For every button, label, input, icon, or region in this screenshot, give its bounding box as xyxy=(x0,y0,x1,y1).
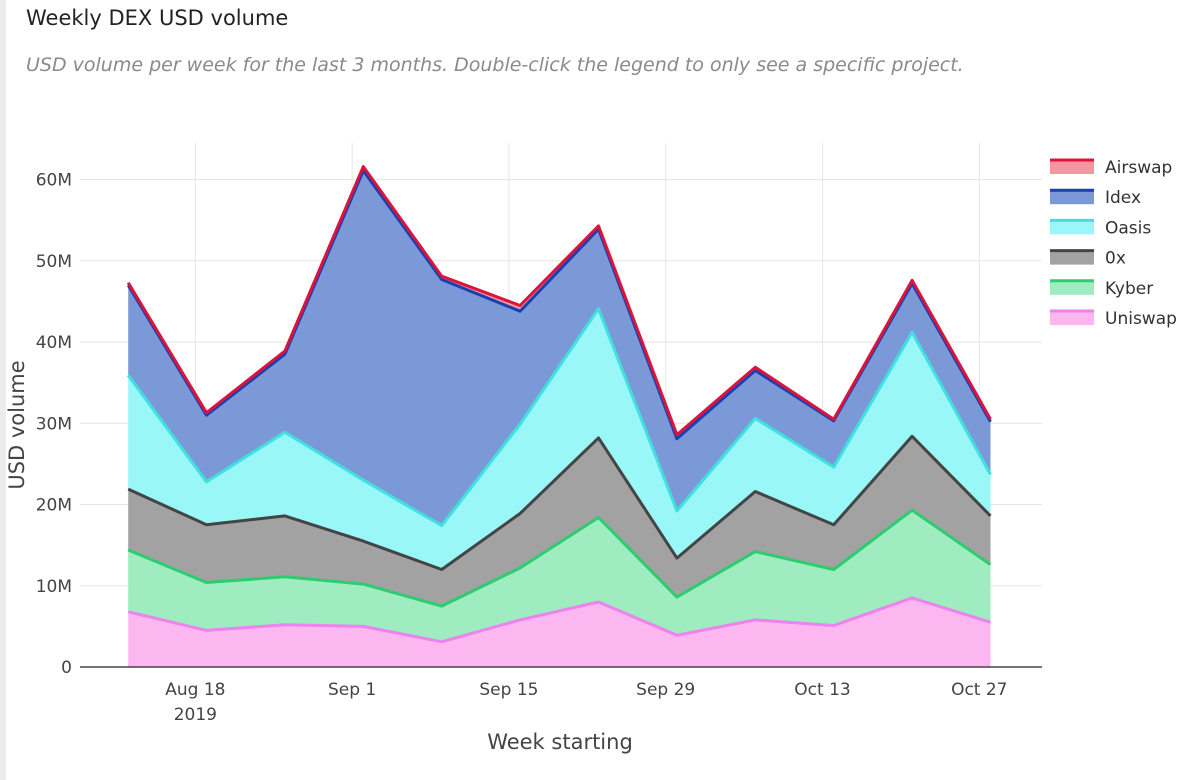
legend-label: Airswap xyxy=(1105,158,1172,178)
line-kyber xyxy=(127,508,992,608)
y-tick-label: 60M xyxy=(36,171,72,191)
area-0x xyxy=(128,436,991,607)
area-uniswap xyxy=(128,597,991,667)
x-tick-label: Oct 13 xyxy=(794,680,850,700)
legend-item-idex[interactable]: Idex xyxy=(1050,188,1141,208)
legend-item-0x[interactable]: 0x xyxy=(1050,249,1126,269)
chart-subtitle: USD volume per week for the last 3 month… xyxy=(26,54,964,76)
legend-label: Uniswap xyxy=(1105,309,1177,329)
x-axis-title: Week starting xyxy=(487,730,633,754)
y-tick-label: 30M xyxy=(36,414,72,434)
x-tick-label: Sep 1 xyxy=(328,680,376,700)
area-kyber xyxy=(128,510,991,642)
legend-label: Oasis xyxy=(1105,218,1151,238)
y-tick-label: 40M xyxy=(36,333,72,353)
legend-swatch xyxy=(1050,220,1094,235)
line-airswap xyxy=(126,165,992,437)
legend-label: Idex xyxy=(1105,188,1141,208)
series-lines xyxy=(126,165,992,644)
x-tick-label: Oct 27 xyxy=(951,680,1007,700)
area-layers xyxy=(128,166,991,667)
tick-labels: 0 10M 20M 30M 40M 50M 60M Aug 18 2019 Sep 1 Sep 15… xyxy=(36,171,1008,725)
legend-swatch xyxy=(1050,280,1094,295)
x-tick-sublabel: 2019 xyxy=(174,705,217,725)
legend-item-airswap[interactable]: Airswap xyxy=(1050,158,1172,178)
legend-item-kyber[interactable]: Kyber xyxy=(1050,279,1153,299)
legend-swatch xyxy=(1050,311,1094,325)
y-tick-label: 20M xyxy=(36,496,72,516)
panel-border xyxy=(0,0,6,780)
x-tick-label: Aug 18 xyxy=(165,680,225,700)
x-tick-label: Sep 15 xyxy=(479,680,538,700)
y-tick-label: 0 xyxy=(61,658,72,678)
y-tick-label: 10M xyxy=(36,577,72,597)
legend-item-uniswap[interactable]: Uniswap xyxy=(1050,309,1177,329)
legend-label: 0x xyxy=(1105,249,1126,269)
y-axis-title: USD volume xyxy=(5,360,29,489)
legend-swatch xyxy=(1050,190,1094,205)
legend-label: Kyber xyxy=(1105,279,1153,299)
line-oasis xyxy=(126,307,992,528)
legend: Airswap Idex Oasis 0x Kyber Uniswap xyxy=(1050,158,1177,329)
legend-swatch xyxy=(1050,160,1094,174)
legend-swatch xyxy=(1050,250,1094,265)
legend-item-oasis[interactable]: Oasis xyxy=(1050,218,1151,238)
line-0x xyxy=(127,434,992,571)
y-tick-label: 50M xyxy=(36,252,72,272)
line-uniswap xyxy=(127,596,991,644)
chart-title: Weekly DEX USD volume xyxy=(26,6,289,30)
x-tick-label: Sep 29 xyxy=(636,680,695,700)
area-idex xyxy=(128,170,991,526)
area-oasis xyxy=(128,308,991,570)
